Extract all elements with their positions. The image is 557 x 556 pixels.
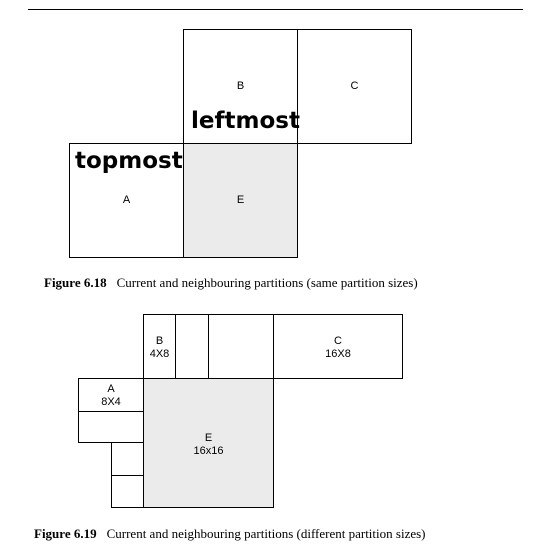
partition-top-8x8 [208,314,274,379]
partition-b-4x8 [143,314,176,379]
partition-c-label: C [334,335,342,347]
partition-left-4x8 [111,442,144,476]
partition-c [297,29,412,144]
partition-e-16x16 [143,378,274,508]
partition-b-label: B [236,80,245,92]
partition-left-8x4 [78,411,144,443]
partition-a-label: A [107,383,115,395]
partition-a-8x4 [78,378,144,412]
partition-a [69,143,184,258]
figure-6-19-number: Figure 6.19 [34,526,97,541]
figure-6-18-text: Current and neighbouring partitions (sam… [116,275,418,290]
figure-6-18-number: Figure 6.18 [44,275,107,290]
figure-6-19-text: Current and neighbouring partitions (dif… [106,526,426,541]
partition-b [183,29,298,144]
partition-e-label: E [236,194,245,206]
figure-6-18-caption: Figure 6.18 Current and neighbouring part… [44,275,418,290]
leftmost-annotation: leftmost [191,108,300,134]
partition-c-label: C [350,80,359,92]
partition-e-size: 16x16 [193,445,224,457]
partition-a-label: A [122,194,131,206]
top-rule [28,9,523,10]
partition-e-current [183,143,298,258]
partition-b-label: B [155,335,164,347]
partition-c-16x8 [273,314,403,379]
partition-top-4x8 [175,314,209,379]
partition-left-4x4 [111,475,144,508]
partition-e-label: E [204,432,213,444]
partition-c-size: 16X8 [325,348,351,360]
partition-a-size: 8X4 [101,396,121,408]
topmost-annotation: topmost [75,148,183,174]
figure-6-19-caption: Figure 6.19 Current and neighbouring part… [34,526,426,541]
partition-b-size: 4X8 [149,348,170,360]
